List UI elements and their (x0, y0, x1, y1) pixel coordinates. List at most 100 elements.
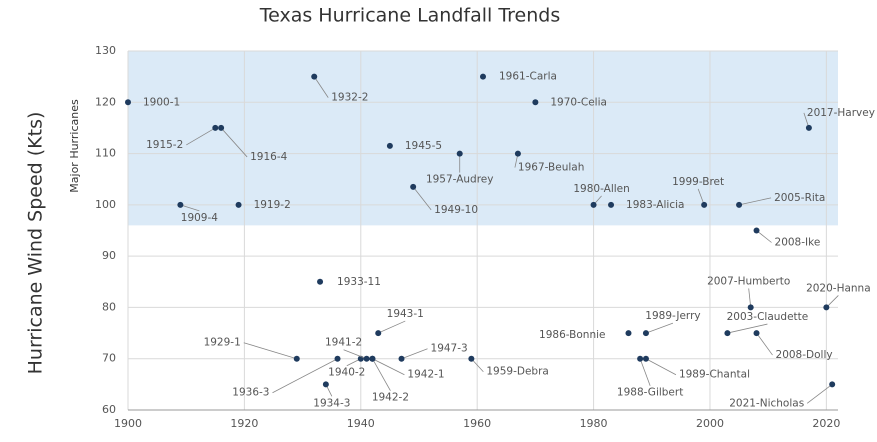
point (608, 201, 615, 208)
y-axis-title: Hurricane Wind Speed (Kts) (25, 112, 47, 375)
point-label: 1919-2 (254, 199, 291, 211)
leader-line (180, 204, 200, 212)
leader-line (372, 358, 391, 391)
point (532, 99, 539, 106)
point-label: 2005-Rita (774, 192, 825, 204)
region-label: Major Hurricanes (68, 99, 81, 193)
leader-line (645, 358, 677, 376)
point-label: 1932-2 (331, 92, 368, 104)
point-label: 2020-Hanna (806, 282, 871, 294)
point (736, 201, 743, 208)
x-tick-label: 2020 (812, 417, 840, 430)
point-label: 2008-Dolly (776, 349, 833, 361)
point (317, 278, 324, 285)
point-label: 1942-2 (372, 392, 409, 404)
shaded-region (128, 51, 838, 226)
point (293, 355, 300, 362)
y-tick-label: 120 (95, 95, 116, 108)
point (369, 355, 376, 362)
y-tick-label: 110 (95, 147, 116, 160)
point (701, 201, 708, 208)
point (398, 355, 405, 362)
leader-line (639, 358, 651, 386)
point-label: 1947-3 (431, 343, 468, 355)
point (805, 124, 812, 131)
leader-line (748, 288, 752, 308)
chart-title: Texas Hurricane Landfall Trends (259, 5, 560, 27)
point (235, 201, 242, 208)
point-label: 2017-Harvey (807, 107, 875, 119)
point (590, 201, 597, 208)
leader-line (727, 323, 768, 334)
leader-line (756, 332, 773, 356)
point-label: 2008-Ike (775, 237, 821, 249)
point-label: 2003-Claudette (727, 311, 809, 323)
leader-line (243, 342, 297, 360)
point (753, 227, 760, 234)
y-tick-label: 60 (102, 403, 116, 416)
y-tick-label: 100 (95, 198, 116, 211)
point (468, 355, 475, 362)
leader-line (372, 358, 405, 376)
leader-line (220, 127, 248, 158)
point (125, 99, 131, 106)
leader-line (313, 76, 329, 98)
point-label: 1945-5 (405, 140, 442, 152)
point (386, 142, 393, 149)
x-tick-label: 1980 (580, 417, 608, 430)
point-label: 1942-1 (407, 369, 444, 381)
point (625, 330, 632, 337)
point-label: 1957-Audrey (426, 174, 494, 186)
y-tick-label: 130 (95, 44, 116, 57)
leader-line (343, 349, 367, 360)
point (334, 355, 341, 362)
x-tick-label: 1900 (114, 417, 142, 430)
point (218, 124, 225, 131)
point-label: 1989-Chantal (679, 369, 750, 381)
point-label: 1900-1 (143, 96, 180, 108)
leader-line (645, 322, 674, 334)
y-tick-label: 70 (102, 352, 116, 365)
point-label: 1988-Gilbert (617, 387, 683, 399)
point (410, 183, 417, 190)
leader-line (412, 186, 432, 211)
point (212, 124, 219, 131)
point (747, 304, 754, 311)
point-label: 1943-1 (387, 308, 424, 320)
point (637, 355, 644, 362)
leader-line (401, 348, 428, 360)
point-label: 2021-Nicholas (729, 397, 804, 409)
point-label: 1916-4 (250, 151, 288, 163)
leader-line (756, 230, 772, 243)
x-tick-label: 1940 (347, 417, 375, 430)
point-label: 1949-10 (434, 204, 478, 216)
point-label: 2007-Humberto (707, 275, 790, 287)
point (514, 150, 521, 157)
point (363, 355, 370, 362)
point-label: 1929-1 (204, 337, 241, 349)
point-label: 1933-11 (337, 276, 381, 288)
point (480, 73, 486, 80)
point-label: 1909-4 (181, 212, 219, 224)
y-tick-label: 90 (102, 249, 116, 262)
x-tick-label: 1960 (463, 417, 491, 430)
point (642, 330, 649, 337)
point-label: 1934-3 (313, 397, 350, 409)
point (642, 355, 649, 362)
point-label: 1983-Alicia (626, 199, 684, 211)
x-tick-label: 1920 (230, 417, 258, 430)
point (322, 381, 329, 388)
point-label: 1961-Carla (499, 71, 557, 83)
point (375, 330, 382, 337)
point (177, 201, 184, 208)
point (753, 330, 760, 337)
point-label: 1959-Debra (486, 366, 548, 378)
y-tick-label: 80 (102, 300, 116, 313)
leader-line (272, 358, 338, 394)
point-label: 1989-Jerry (645, 310, 700, 322)
point-label: 1986-Bonnie (539, 329, 605, 341)
point (311, 73, 318, 80)
point-label: 1936-3 (232, 387, 269, 399)
point (829, 381, 836, 388)
leader-line (806, 384, 833, 404)
